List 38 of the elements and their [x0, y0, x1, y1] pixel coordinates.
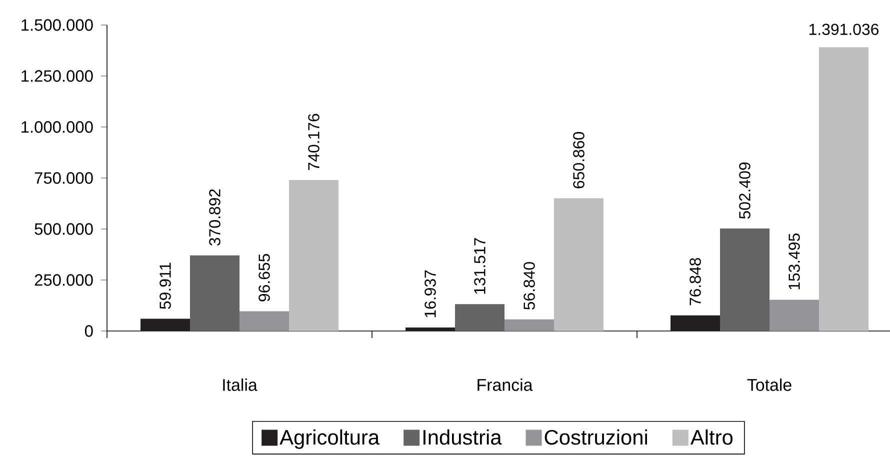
y-tick-label: 250.000	[34, 274, 93, 286]
legend-label: Altro	[690, 429, 733, 445]
data-label: 131.517	[474, 238, 486, 294]
y-tick-label: 500.000	[34, 223, 93, 235]
bar	[819, 47, 869, 331]
data-label: 76.848	[690, 258, 701, 306]
bar	[140, 318, 190, 331]
x-tick-label: Italia	[223, 378, 258, 391]
x-tick-label: Francia	[478, 378, 533, 391]
x-tick-label: Totale	[747, 378, 792, 391]
bar	[455, 304, 505, 331]
data-label: 650.860	[573, 132, 584, 188]
bar	[720, 228, 770, 331]
bar	[289, 180, 339, 331]
bar	[240, 311, 290, 331]
legend-label: Agricoltura	[280, 429, 380, 449]
data-label: 59.911	[160, 262, 171, 309]
y-tick-label: 1.000.000	[22, 121, 93, 133]
data-label: 96.655	[258, 254, 270, 302]
legend-label: Industria	[423, 429, 502, 445]
bar	[190, 255, 240, 331]
legend-label: Costruzioni	[544, 429, 647, 445]
data-label: 16.937	[424, 270, 436, 318]
y-tick-label: 1.250.000	[22, 70, 93, 82]
data-label: 1.391.036	[810, 24, 878, 36]
bar	[670, 315, 720, 331]
bar	[554, 198, 604, 331]
bar	[770, 300, 820, 331]
data-label: 502.409	[739, 162, 750, 219]
bar	[406, 328, 456, 331]
data-label: 740.176	[308, 114, 320, 170]
y-tick-label: 0	[84, 325, 93, 337]
y-tick-label: 750.000	[34, 172, 93, 184]
bar	[504, 319, 554, 331]
data-label: 153.495	[788, 234, 800, 290]
y-tick-label: 1.500.000	[22, 19, 93, 31]
data-label: 56.840	[524, 262, 535, 310]
data-label: 370.892	[209, 189, 220, 246]
